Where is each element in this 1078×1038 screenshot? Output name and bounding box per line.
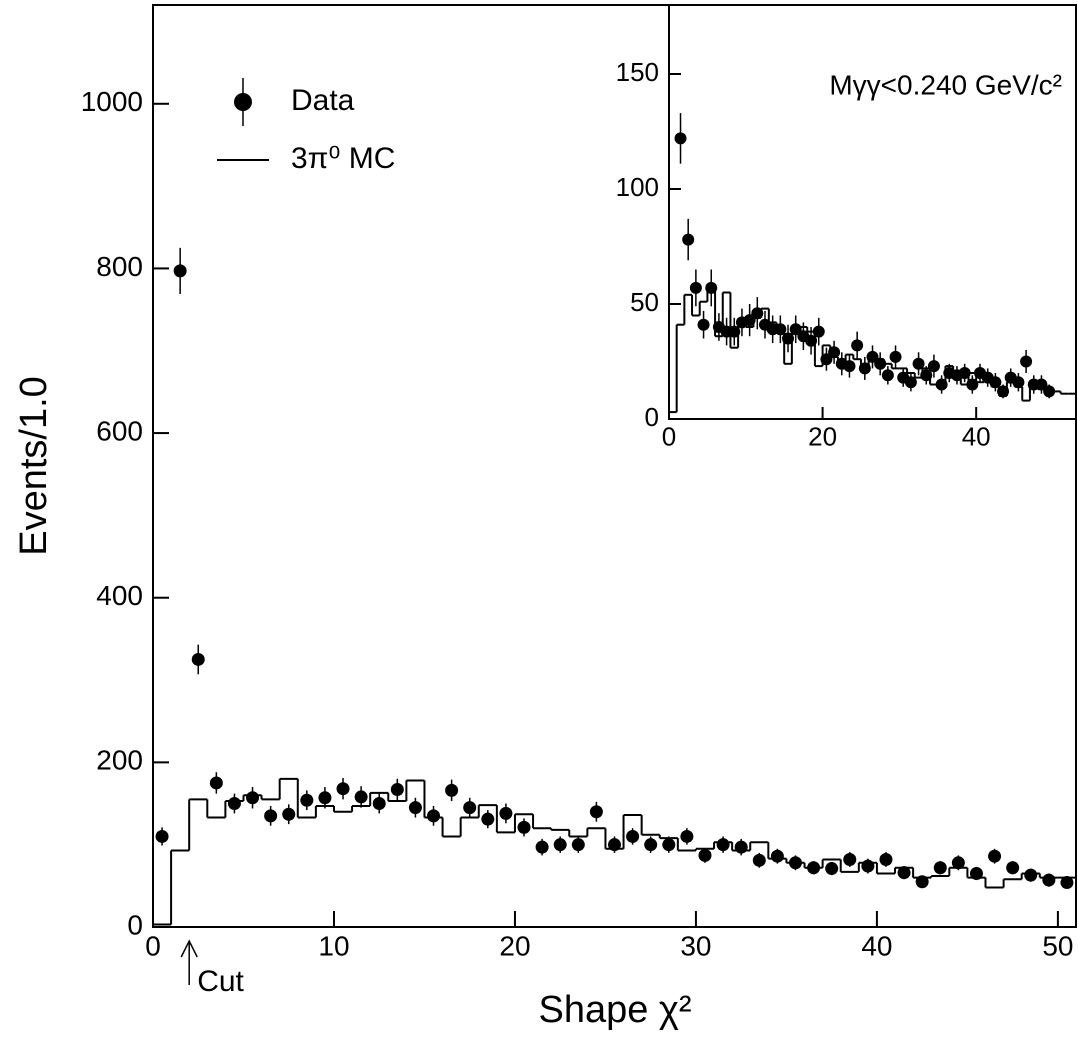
- data-point: [933, 861, 947, 875]
- x-tick-label: 40: [962, 421, 991, 451]
- data-point: [264, 809, 278, 823]
- y-tick-label: 800: [96, 251, 143, 282]
- data-point: [689, 281, 702, 294]
- y-tick-label: 150: [616, 57, 659, 87]
- data-point: [897, 866, 911, 880]
- y-tick-label: 0: [645, 402, 659, 432]
- y-tick-label: 600: [96, 415, 143, 446]
- x-tick-label: 20: [499, 930, 530, 961]
- data-point: [1024, 868, 1038, 882]
- data-point: [951, 856, 965, 870]
- x-tick-label: 50: [1042, 930, 1073, 961]
- data-point: [155, 829, 169, 843]
- data-point: [227, 797, 241, 811]
- data-point: [881, 369, 894, 382]
- data-point: [674, 132, 687, 145]
- data-point: [752, 853, 766, 867]
- data-point: [354, 790, 368, 804]
- data-point: [682, 233, 695, 246]
- data-point: [535, 840, 549, 854]
- data-point: [191, 652, 205, 666]
- x-axis-title: Shape χ²: [538, 989, 691, 1031]
- legend-label: Data: [291, 84, 355, 117]
- x-tick-label: 10: [318, 930, 349, 961]
- data-point: [680, 829, 694, 843]
- data-point: [1042, 873, 1056, 887]
- data-point: [912, 357, 925, 370]
- data-point: [1020, 355, 1033, 368]
- data-point: [716, 838, 730, 852]
- data-point: [408, 801, 422, 815]
- cut-arrowhead: [180, 939, 198, 958]
- y-axis-title: Events/1.0: [13, 376, 55, 556]
- y-tick-label: 200: [96, 745, 143, 776]
- data-point: [517, 820, 531, 834]
- data-point: [825, 862, 839, 876]
- data-point: [988, 849, 1002, 863]
- data-point: [843, 852, 857, 866]
- x-tick-label: 0: [662, 421, 676, 451]
- data-point: [390, 783, 404, 797]
- y-tick-label: 0: [127, 909, 143, 940]
- data-point: [861, 859, 875, 873]
- data-point: [889, 350, 902, 363]
- x-tick-label: 40: [861, 930, 892, 961]
- legend-label: 3π⁰ MC: [291, 142, 395, 175]
- data-point: [499, 806, 513, 820]
- data-point: [697, 318, 710, 331]
- data-point: [427, 809, 441, 823]
- data-point: [445, 783, 459, 797]
- data-point: [209, 776, 223, 790]
- data-point: [904, 376, 917, 389]
- data-point: [463, 801, 477, 815]
- data-point: [1006, 861, 1020, 875]
- data-point: [698, 848, 712, 862]
- y-tick-label: 400: [96, 580, 143, 611]
- data-point: [282, 807, 296, 821]
- data-point: [318, 791, 332, 805]
- data-point: [626, 829, 640, 843]
- y-tick-label: 50: [630, 287, 659, 317]
- annotation: Cut: [197, 965, 244, 998]
- data-point: [662, 838, 676, 852]
- legend-swatch: [234, 93, 252, 111]
- data-point: [734, 840, 748, 854]
- x-tick-label: 20: [808, 421, 837, 451]
- data-point: [372, 797, 386, 811]
- data-point: [481, 812, 495, 826]
- data-point: [851, 339, 864, 352]
- data-point: [553, 838, 567, 852]
- y-tick-label: 1000: [81, 86, 143, 117]
- data-point: [246, 791, 260, 805]
- data-point: [879, 852, 893, 866]
- data-point: [571, 838, 585, 852]
- data-point: [770, 849, 784, 863]
- x-tick-label: 0: [145, 930, 161, 961]
- data-point: [589, 805, 603, 819]
- annotation: Mγγ<0.240 GeV/c²: [829, 69, 1062, 100]
- data-point: [1060, 876, 1074, 890]
- data-point: [336, 782, 350, 796]
- y-tick-label: 100: [616, 172, 659, 202]
- data-point: [173, 264, 187, 278]
- x-tick-label: 30: [680, 930, 711, 961]
- data-point: [300, 793, 314, 807]
- data-point: [644, 838, 658, 852]
